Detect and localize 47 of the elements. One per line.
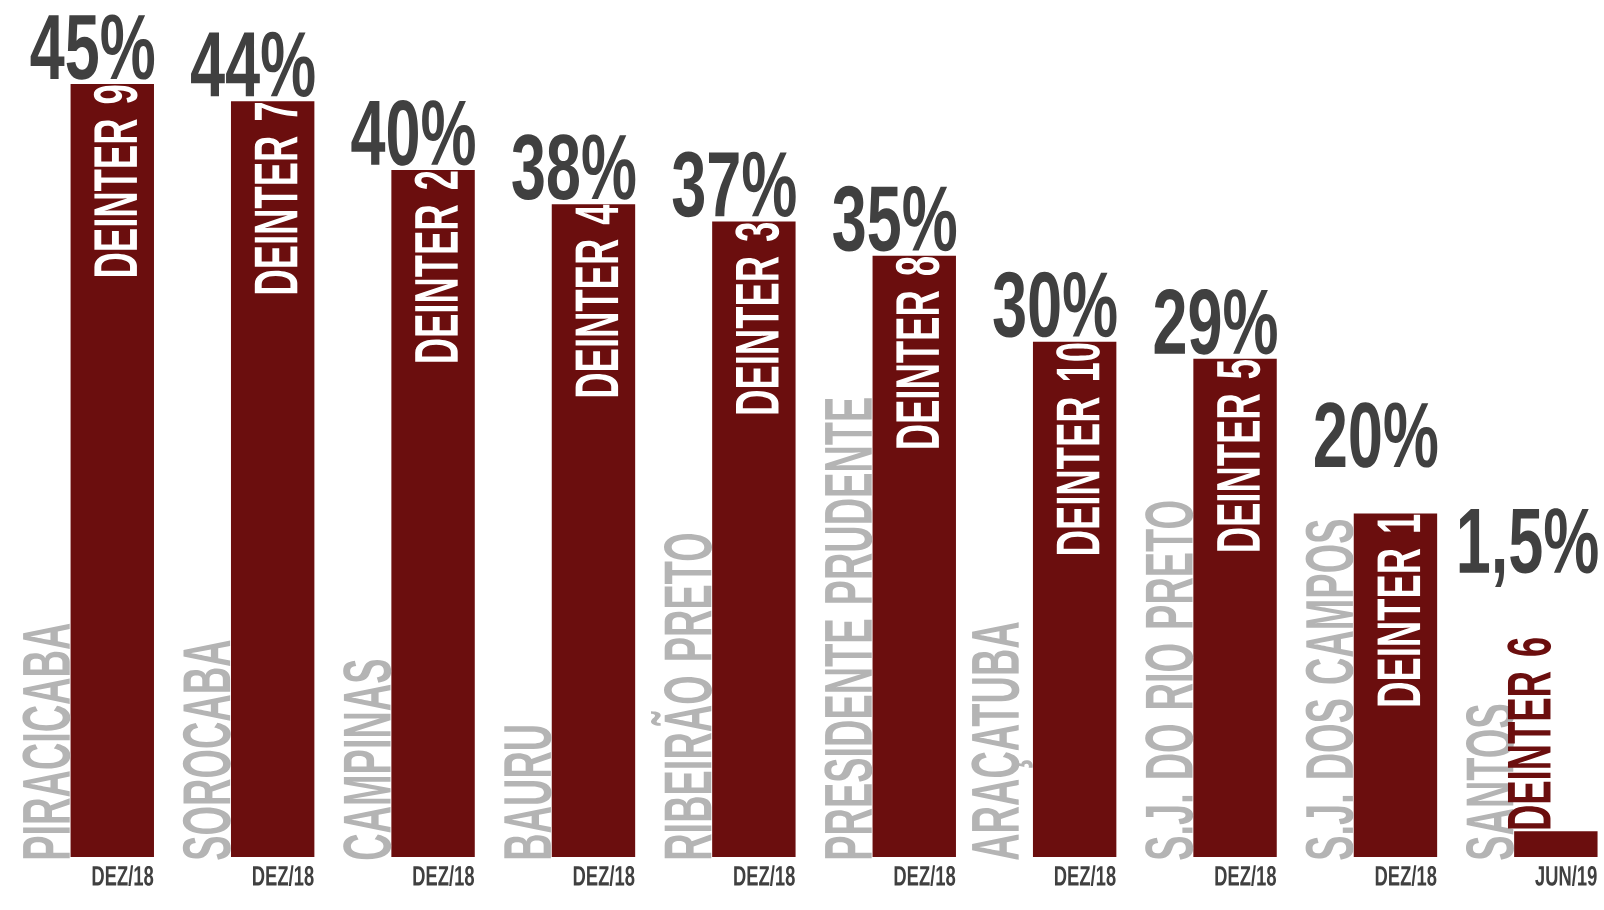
bar (1193, 358, 1277, 857)
data-label: 38% (512, 134, 636, 201)
x-tick-label: BAURU (504, 726, 552, 859)
text: DEZ/18 (1215, 865, 1276, 886)
annotation: DEINTER 5 (1217, 360, 1261, 551)
annotation: DEINTER 4 (575, 204, 619, 397)
x-tick-label: PIRACICABA (22, 623, 71, 859)
x-tick-label: PRESIDENTE PRUDENTE (824, 398, 873, 859)
x-tick-label: ARAÇATUBA (971, 622, 1033, 860)
bar (1032, 341, 1117, 857)
data-label: 20% (1315, 402, 1438, 468)
text: DEZ/18 (734, 865, 795, 886)
bar (712, 221, 796, 857)
data-label: 40% (351, 100, 475, 166)
annotation: DEINTER 3 (735, 222, 780, 414)
annotation: DEINTER 2 (414, 171, 458, 362)
data-label: 37% (672, 151, 796, 218)
bar (230, 101, 315, 857)
bar (70, 83, 154, 857)
bar (391, 169, 475, 857)
data-label: 45% (30, 14, 155, 80)
annotation: DEINTER 7 (254, 103, 298, 294)
x-tick-label: CAMPINAS (343, 659, 392, 860)
text: DEZ/18 (1054, 865, 1116, 886)
bar (551, 204, 636, 857)
data-label: 35% (833, 185, 957, 252)
text: DEZ/18 (413, 865, 475, 886)
text: DEZ/18 (573, 865, 635, 886)
text: DEZ/18 (894, 865, 956, 886)
annotation: DEINTER 10 (1056, 343, 1100, 554)
data-label: 29% (1154, 289, 1277, 355)
data-label: 1,5% (1459, 508, 1598, 588)
text: DEZ/18 (1375, 865, 1437, 886)
bar (1514, 831, 1598, 857)
text: DEZ/18 (253, 865, 314, 886)
annotation: DEINTER 8 (895, 257, 940, 448)
bar (872, 255, 956, 857)
data-label: 44% (191, 31, 315, 97)
data-label: 30% (993, 271, 1117, 338)
annotation: DEINTER 1 (1377, 514, 1421, 706)
x-tick-label: SOROCABA (182, 640, 231, 860)
annotation: DEINTER 9 (93, 85, 138, 276)
x-tick-label: S.J. DO RIO PRETO (1145, 501, 1194, 860)
x-tick-label: RIBEIRÃO PRETO (650, 533, 712, 859)
text: JUN/19 (1535, 865, 1597, 886)
x-tick-label: S.J. DOS CAMPOS (1305, 520, 1354, 860)
text: DEZ/18 (92, 865, 154, 886)
